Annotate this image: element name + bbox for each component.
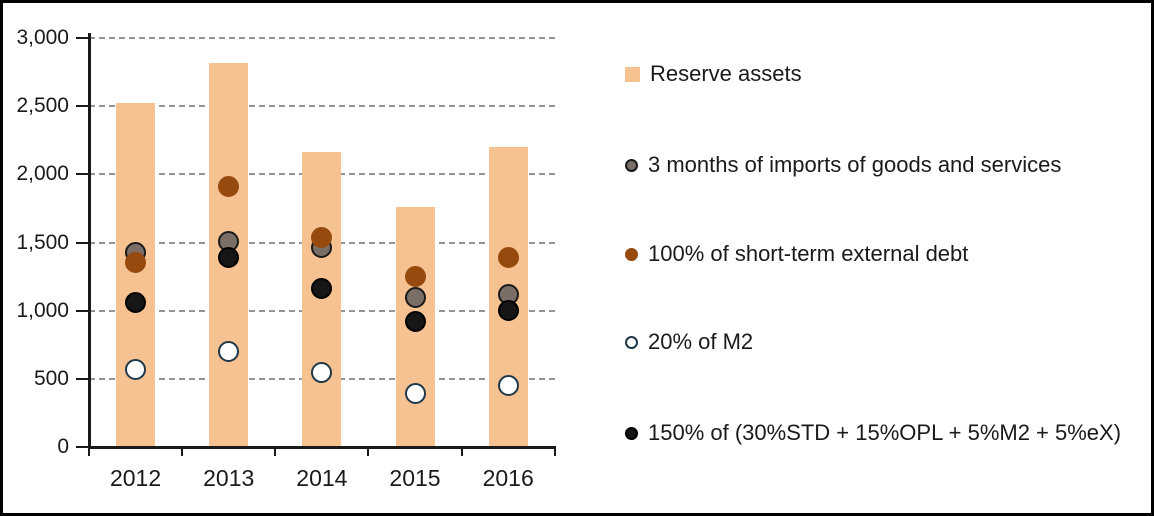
point-150-of-30-std-15-opl-5-m-2016 <box>497 300 519 322</box>
legend-item-imports: 3 months of imports of goods and service… <box>625 150 1061 180</box>
x-axis-category-label: 2013 <box>203 465 255 491</box>
x-axis-category-label: 2016 <box>482 465 534 491</box>
point-150-of-30-std-15-opl-5-m-2013 <box>218 246 240 268</box>
point-100-of-short-term-extern-2016 <box>497 246 519 268</box>
legend-item-m2: 20% of M2 <box>625 327 753 357</box>
legend-item-reserve-assets: Reserve assets <box>625 59 802 89</box>
bar-2012 <box>116 103 156 447</box>
point-100-of-short-term-extern-2014 <box>311 226 333 248</box>
y-axis-tick <box>76 241 89 244</box>
y-axis-tick <box>76 173 89 176</box>
point-100-of-short-term-extern-2015 <box>404 266 426 288</box>
x-axis-tick <box>88 447 90 456</box>
point-20-of-m2-2013 <box>218 341 240 363</box>
legend-label-composite: 150% of (30%STD + 15%OPL + 5%M2 + 5%eX) <box>648 420 1122 445</box>
y-axis-tick <box>76 105 89 108</box>
point-3-months-of-imports-of-g-2015 <box>404 286 426 308</box>
y-axis-tick-label: 1,000 <box>16 298 69 322</box>
y-axis-tick-label: 0 <box>57 435 69 458</box>
legend-dot-imports-icon <box>625 158 638 172</box>
point-20-of-m2-2016 <box>497 375 519 397</box>
x-axis-category-label: 2014 <box>296 465 348 491</box>
x-axis-line <box>88 446 556 449</box>
legend-label-m2: 20% of M2 <box>648 329 754 354</box>
y-axis-tick-label: 2,500 <box>16 94 69 118</box>
legend-label-reserve-assets: Reserve assets <box>650 61 802 86</box>
point-20-of-m2-2012 <box>125 358 147 380</box>
y-axis-tick-label: 500 <box>33 366 69 390</box>
point-150-of-30-std-15-opl-5-m-2015 <box>404 311 426 333</box>
y-axis-tick-label: 2,000 <box>16 162 69 186</box>
point-100-of-short-term-extern-2012 <box>125 252 147 274</box>
y-axis-tick-label: 1,500 <box>16 230 69 254</box>
plot-area: 0 500 1,000 1,500 2,000 2,500 3,000 2012 2013 201… <box>3 3 1151 513</box>
y-axis-tick <box>76 377 89 380</box>
legend-item-short-term-debt: 100% of short-term external debt <box>625 239 968 269</box>
x-axis-tick <box>460 447 463 456</box>
legend-dot-m2-icon <box>625 335 638 349</box>
y-axis-tick <box>76 309 89 312</box>
point-150-of-30-std-15-opl-5-m-2012 <box>125 291 147 313</box>
x-axis-category-label: 2012 <box>109 465 162 491</box>
gridline <box>89 105 555 108</box>
point-150-of-30-std-15-opl-5-m-2014 <box>311 278 333 300</box>
legend-label-imports: 3 months of imports of goods and service… <box>648 152 1062 177</box>
point-20-of-m2-2015 <box>404 383 426 405</box>
gridline <box>89 37 555 39</box>
bar-2014 <box>302 151 342 447</box>
y-axis-tick-label: 3,000 <box>16 26 69 49</box>
legend-dot-composite-icon <box>625 426 638 440</box>
legend-item-composite: 150% of (30%STD + 15%OPL + 5%M2 + 5%eX) <box>625 418 1121 448</box>
y-axis-line <box>88 33 91 449</box>
x-axis-category-label: 2015 <box>389 465 441 491</box>
legend-label-short-term-debt: 100% of short-term external debt <box>648 241 969 266</box>
y-axis-tick <box>76 37 89 39</box>
x-axis-tick <box>181 447 184 456</box>
x-axis-tick <box>553 447 556 456</box>
legend-swatch-reserve-assets <box>625 66 640 82</box>
x-axis-tick <box>274 447 277 456</box>
y-axis-tick <box>76 446 89 448</box>
point-20-of-m2-2014 <box>311 362 333 384</box>
legend-dot-short-term-debt-icon <box>625 247 638 261</box>
x-axis-tick <box>367 447 370 456</box>
point-100-of-short-term-extern-2013 <box>218 176 240 198</box>
